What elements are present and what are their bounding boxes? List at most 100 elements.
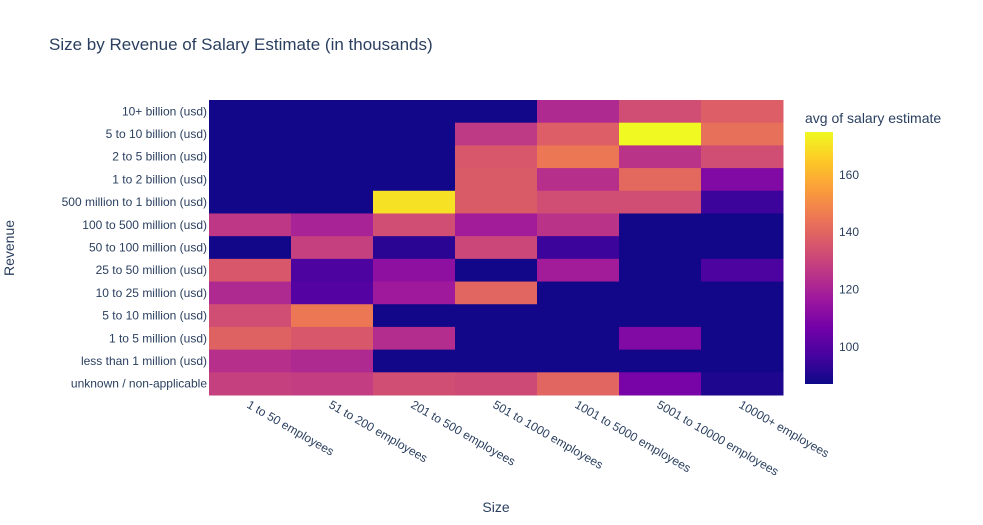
y-tick-label: unknown / non-applicable [71,377,207,391]
heatmap-cell [373,190,456,214]
heatmap-cell [701,168,784,192]
heatmap-cell [291,349,374,373]
heatmap-cell [701,236,784,260]
y-tick-label: 5 to 10 billion (usd) [106,127,207,141]
y-tick-label: 1 to 2 billion (usd) [112,172,207,186]
heatmap-cell [455,326,538,351]
y-tick-label: 1 to 5 million (usd) [109,331,207,345]
y-tick-label: 10+ billion (usd) [122,104,207,118]
heatmap-cell [537,326,620,351]
heatmap-cell [537,372,620,396]
colorbar-tick-label: 120 [839,283,859,297]
heatmap-cell [701,304,784,328]
x-tick-label: 1 to 50 employees [245,397,337,458]
heatmap-cell [537,258,620,283]
heatmap-cell [701,372,784,396]
heatmap-cell [291,236,374,260]
heatmap-cell [537,190,620,214]
heatmap-cell [373,258,456,283]
heatmap-cell [373,372,456,396]
heatmap-cell [537,281,620,305]
heatmap-cell [455,190,538,214]
heatmap-cell [619,349,702,373]
heatmap-cell [209,122,292,146]
heatmap-cell [373,168,456,192]
heatmap-cell [455,258,538,283]
heatmap-cell [619,236,702,260]
y-tick-label: less than 1 million (usd) [81,354,207,368]
y-tick-label: 2 to 5 billion (usd) [112,150,207,164]
heatmap-cell [455,304,538,328]
heatmap-cell [209,372,292,396]
heatmap-cell [291,122,374,146]
heatmap-cell [537,100,620,124]
colorbar-ticks: 100 120 140 160 [839,168,859,354]
heatmap-cell [455,236,538,260]
colorbar-tick-label: 140 [839,225,859,239]
heatmap-cell [619,168,702,192]
heatmap-cell [209,349,292,373]
heatmap-cell [537,168,620,192]
y-tick-label: 100 to 500 million (usd) [82,218,207,232]
colorbar-tick-label: 160 [839,168,859,182]
chart-title: Size by Revenue of Salary Estimate (in t… [49,35,433,54]
heatmap-cell [455,168,538,192]
heatmap-cell [455,349,538,373]
heatmap-cell [373,326,456,351]
heatmap-cell [373,100,456,124]
y-tick-label: 5 to 10 million (usd) [102,309,207,323]
heatmap-cell [619,258,702,283]
heatmap-cell [291,304,374,328]
heatmap-cell [209,168,292,192]
heatmap-cell [209,190,292,214]
heatmap-cell [619,122,702,146]
y-tick-labels: 10+ billion (usd) 5 to 10 billion (usd) 2 … [62,104,208,390]
heatmap-cell [291,258,374,283]
heatmap-cell [209,304,292,328]
y-tick-label: 10 to 25 million (usd) [96,286,207,300]
heatmap-cell [209,213,292,237]
heatmap-cell [619,372,702,396]
heatmap-cell [537,213,620,237]
heatmap-cell [291,213,374,237]
heatmap-cell [455,122,538,146]
heatmap-cell [619,190,702,214]
heatmap-cell [291,281,374,305]
heatmap-cell [701,100,784,124]
heatmap-cell [619,281,702,305]
heatmap-cell [619,326,702,351]
heatmap-cell [209,326,292,351]
heatmap-cell [373,122,456,146]
heatmap-cell [209,145,292,169]
heatmap-cell [455,372,538,396]
heatmap-cell [373,213,456,237]
heatmap-cell [701,122,784,146]
heatmap-cell [701,213,784,237]
heatmap-cell [455,213,538,237]
heatmap-cell [701,349,784,373]
heatmap-cell [701,258,784,283]
heatmap-cell [619,213,702,237]
colorbar [805,132,833,384]
heatmap-cell [537,122,620,146]
heatmap-cell [537,236,620,260]
heatmap-cell [701,326,784,351]
heatmap-cell [619,304,702,328]
heatmap-cell [373,349,456,373]
heatmap-cell [209,281,292,305]
heatmap-cell [291,372,374,396]
heatmap-cell [701,190,784,214]
heatmap-cell [209,100,292,124]
heatmap-cell [455,145,538,169]
heatmap-cell [455,281,538,305]
heatmap-cell [537,349,620,373]
y-tick-label: 25 to 50 million (usd) [96,263,207,277]
colorbar-tick-label: 100 [839,340,859,354]
heatmap-cell [291,145,374,169]
heatmap-cell [373,281,456,305]
heatmap-cell [373,236,456,260]
heatmap-cell [701,145,784,169]
heatmap-cell [701,281,784,305]
